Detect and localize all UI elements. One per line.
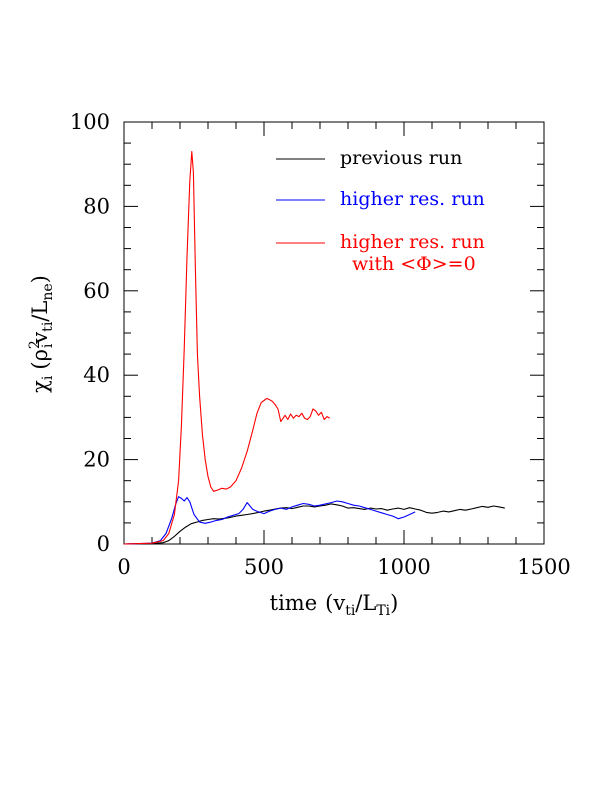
series-lines <box>123 150 505 545</box>
legend-label-line2: with <Φ>=0 <box>352 253 476 275</box>
y-tick-label: 40 <box>83 363 110 387</box>
series-line-2 <box>123 496 416 545</box>
series-line-1 <box>123 503 505 545</box>
y-tick-label: 0 <box>97 532 110 556</box>
y-tick-label: 20 <box>83 448 110 472</box>
x-tick-label: 1000 <box>377 555 430 579</box>
x-axis-label: time (vti/LTi) <box>270 591 399 619</box>
y-tick-label: 100 <box>70 110 110 134</box>
legend-label: higher res. run <box>340 231 485 253</box>
y-axis-label: χi(ρ2ivti/Lne) <box>27 275 56 393</box>
series-line-3 <box>123 150 331 545</box>
x-tick-label: 500 <box>244 555 284 579</box>
plot-border <box>123 121 545 545</box>
x-tick-label: 0 <box>117 555 130 579</box>
legend-label: higher res. run <box>340 188 485 210</box>
tick-labels: 0 500 1000 1500 0 20 40 60 80 100 <box>70 110 571 579</box>
legend: previous run higher res. run higher res. r… <box>276 147 485 275</box>
legend-label: previous run <box>340 147 462 169</box>
y-tick-label: 80 <box>83 194 110 218</box>
plot-frame <box>123 121 545 545</box>
x-tick-label: 1500 <box>517 555 570 579</box>
axis-ticks <box>123 121 545 545</box>
y-tick-label: 60 <box>83 279 110 303</box>
